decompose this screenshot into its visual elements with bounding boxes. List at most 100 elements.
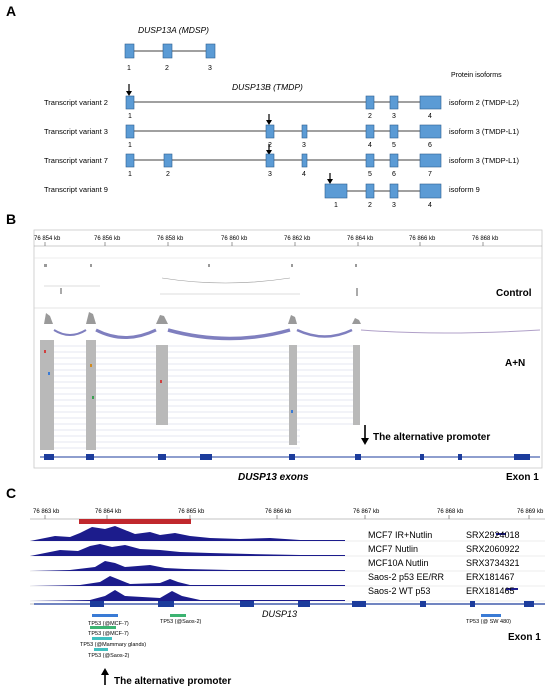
- panel-c: C 76 863 kb 76 864 kb 76 865 kb 76 866 k…: [6, 485, 545, 687]
- track-name: Saos-2 p53 EE/RR: [368, 572, 445, 582]
- an-label: A+N: [505, 358, 525, 369]
- ruler-tick: 76 869 kb: [517, 509, 544, 515]
- transcript-exon: [419, 95, 442, 110]
- track-name: MCF7 IR+Nutlin: [368, 530, 432, 540]
- alternative-promoter-label-c: The alternative promoter: [114, 676, 231, 687]
- panel-c-gene-model: DUSP13: [30, 601, 545, 619]
- transcript-exon: [365, 183, 375, 199]
- ruler-tick: 76 860 kb: [221, 236, 248, 242]
- exon-number: 1: [128, 142, 132, 149]
- exon-number: 4: [302, 171, 306, 178]
- ruler-tick: 76 854 kb: [34, 236, 61, 242]
- an-coverage: [34, 307, 542, 341]
- gene-a-exon: [162, 43, 173, 59]
- highlight-region: [79, 519, 191, 524]
- igv-frame: [33, 229, 543, 469]
- ruler-tick: 76 864 kb: [347, 236, 374, 242]
- track-id: SRX3734321: [466, 558, 520, 568]
- transcript-exon: [419, 124, 442, 139]
- transcript-variant-9: Transcript variant 9 1 2 3 4 isoform 9: [44, 173, 480, 209]
- site-label: TP53 (@Mammary glands): [80, 642, 146, 648]
- transcript-exon: [125, 153, 135, 168]
- transcript-name: Transcript variant 9: [44, 185, 108, 194]
- isoform-label: isoform 3 (TMDP-L1): [449, 156, 520, 165]
- transcript-exon: [389, 183, 399, 199]
- ruler-tick: 76 865 kb: [178, 509, 205, 515]
- exon-number: 1: [128, 113, 132, 120]
- gene-a-exon: [124, 43, 135, 59]
- track-id: ERX181465: [466, 586, 515, 596]
- exon-number: 2: [166, 171, 170, 178]
- exon-number: 6: [392, 171, 396, 178]
- transcript-exon: [419, 153, 442, 168]
- transcript-exon: [265, 124, 275, 139]
- site-label: TP53 (@Saos-2): [160, 619, 202, 625]
- ruler-tick: 76 863 kb: [33, 509, 60, 515]
- panel-a: A DUSP13A (MDSP) 1 2 3 DUSP13B (TMDP) Pr…: [6, 3, 520, 209]
- chip-signal-tracks: [30, 526, 545, 602]
- exon-number: 1: [127, 65, 131, 72]
- exon-number: 7: [428, 171, 432, 178]
- transcript-exon: [419, 183, 442, 199]
- panel-b: B 76 854 kb 76 856 kb 76 858 kb 76 860 k…: [6, 211, 543, 483]
- transcript-exon: [265, 153, 275, 168]
- panel-b-ruler: 76 854 kb 76 856 kb 76 858 kb 76 860 kb …: [34, 236, 542, 247]
- transcript-name: Transcript variant 3: [44, 127, 108, 136]
- gene-a-title: DUSP13A (MDSP): [138, 25, 209, 35]
- ruler-tick: 76 866 kb: [409, 236, 436, 242]
- transcript-variant-3: Transcript variant 3 1 2 3 4 5 6 isoform…: [44, 114, 520, 149]
- panel-a-label: A: [6, 3, 16, 19]
- exon1-label-b: Exon 1: [506, 472, 539, 483]
- transcript-exon: [365, 95, 375, 110]
- exon-number: 3: [208, 65, 212, 72]
- panel-b-gene-track: [40, 454, 540, 460]
- site-label: TP53 (@MCF-7): [88, 621, 129, 627]
- ruler-tick: 76 858 kb: [157, 236, 184, 242]
- exon-number: 2: [268, 142, 272, 149]
- track-id: ERX181467: [466, 572, 515, 582]
- track-name: MCF7 Nutlin: [368, 544, 418, 554]
- transcript-variant-2: Transcript variant 2 1 2 3 4 isoform 2 (…: [44, 84, 520, 120]
- dusp13-exons-text: DUSP13 exons: [238, 472, 309, 483]
- transcript-exon: [301, 153, 308, 168]
- exon-number: 6: [428, 142, 432, 149]
- exon-number: 1: [334, 202, 338, 209]
- gene-label-c: DUSP13: [262, 609, 297, 619]
- transcript-exon: [389, 153, 399, 168]
- exon-number: 1: [128, 171, 132, 178]
- transcript-exon: [324, 183, 348, 199]
- transcript-exon: [389, 124, 399, 139]
- exon-number: 3: [302, 142, 306, 149]
- transcript-name: Transcript variant 7: [44, 156, 108, 165]
- ruler-tick: 76 864 kb: [95, 509, 122, 515]
- transcript-exon: [163, 153, 173, 168]
- chip-track-labels: MCF7 IR+Nutlin SRX2924018 MCF7 Nutlin SR…: [368, 530, 520, 596]
- transcript-exon: [125, 124, 135, 139]
- ruler-tick: 76 868 kb: [472, 236, 499, 242]
- site-label: TP53 (@ SW 480): [466, 619, 511, 625]
- alternative-promoter-label: The alternative promoter: [373, 432, 490, 443]
- exon-number: 2: [165, 65, 169, 72]
- an-read-blocks: [40, 340, 360, 450]
- exon-number: 2: [368, 113, 372, 120]
- panel-c-ruler: 76 863 kb 76 864 kb 76 865 kb 76 866 kb …: [30, 509, 545, 524]
- track-id: SRX2924018: [466, 530, 520, 540]
- transcript-exon: [365, 153, 375, 168]
- ruler-tick: 76 868 kb: [437, 509, 464, 515]
- exon-number: 3: [392, 113, 396, 120]
- exon-number: 5: [392, 142, 396, 149]
- track-name: Saos-2 WT p53: [368, 586, 430, 596]
- transcript-exon: [365, 124, 375, 139]
- isoform-label: isoform 9: [449, 185, 480, 194]
- site-label: TP53 (@MCF-7): [88, 631, 129, 637]
- exon-number: 5: [368, 171, 372, 178]
- panel-c-label: C: [6, 485, 16, 501]
- transcript-exon: [389, 95, 399, 110]
- gene-a-exon: [205, 43, 216, 59]
- tp53-binding-sites: TP53 (@MCF-7) TP53 (@MCF-7) TP53 (@Mamma…: [80, 614, 511, 659]
- transcript-name: Transcript variant 2: [44, 98, 108, 107]
- control-track: Control: [34, 257, 542, 299]
- isoform-label: isoform 3 (TMDP-L1): [449, 127, 520, 136]
- protein-isoforms-label: Protein isoforms: [451, 72, 502, 79]
